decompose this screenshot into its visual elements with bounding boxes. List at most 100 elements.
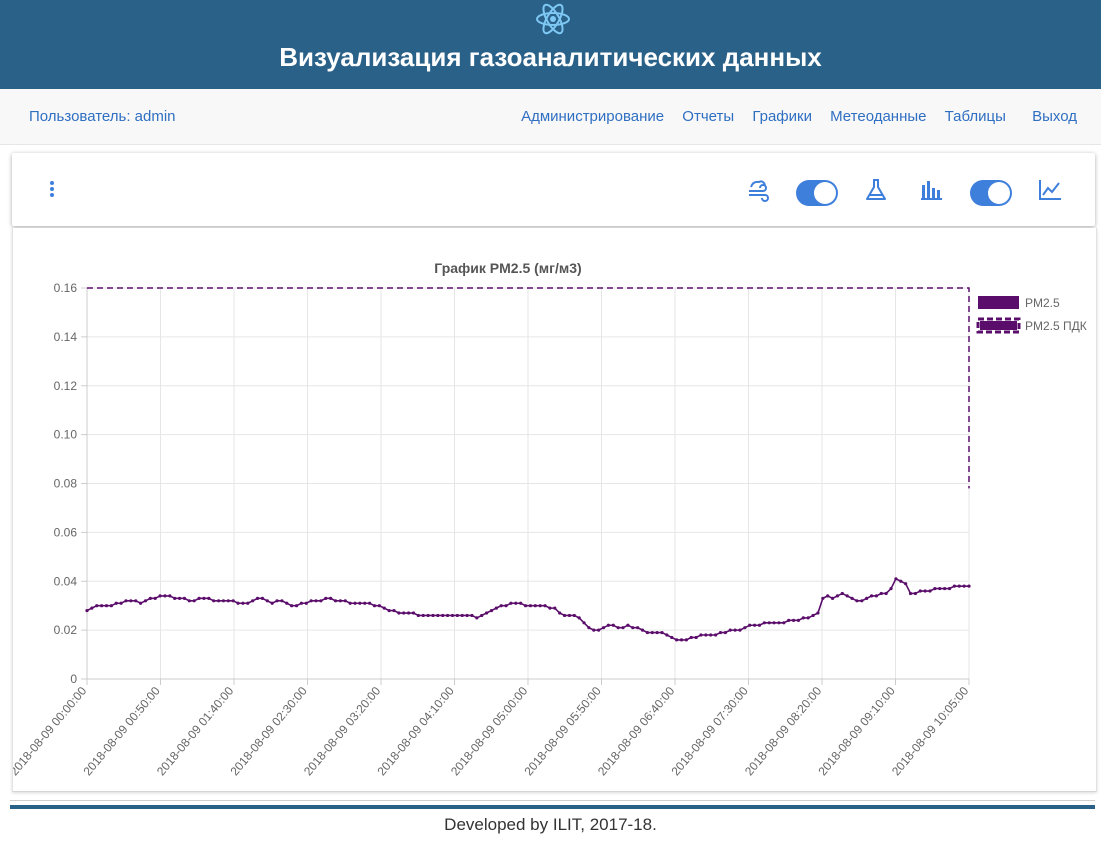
data-point	[348, 601, 352, 605]
data-point	[543, 604, 547, 608]
x-tick-label: 2018-08-09 08:20:00	[742, 684, 825, 779]
data-point	[918, 589, 922, 593]
data-point	[597, 628, 601, 632]
line-chart-icon[interactable]	[1037, 177, 1063, 203]
data-point	[168, 594, 172, 598]
footer-divider	[10, 800, 1095, 801]
data-point	[689, 635, 693, 640]
data-point	[791, 618, 796, 622]
data-point	[655, 630, 659, 635]
y-tick-label: 0.10	[54, 428, 78, 442]
nav-link-meteo[interactable]: Метеоданные	[830, 108, 927, 125]
data-point	[270, 601, 274, 605]
data-point	[280, 599, 284, 603]
data-point	[650, 630, 654, 635]
legend-swatch-pdk	[976, 317, 1021, 334]
legend-label-pm25: PM2.5	[1025, 296, 1060, 310]
data-point	[611, 623, 615, 627]
data-point	[845, 594, 849, 598]
user-label: Пользователь: admin	[29, 108, 176, 125]
data-point	[709, 633, 713, 637]
data-point	[762, 621, 766, 625]
data-point	[577, 616, 581, 620]
data-point	[426, 613, 430, 618]
data-point	[679, 638, 684, 642]
data-point	[699, 633, 703, 637]
x-tick-label: 2018-08-09 07:30:00	[668, 684, 751, 779]
data-point	[212, 599, 216, 603]
y-tick-label: 0.14	[54, 330, 78, 344]
data-point	[675, 638, 679, 642]
nav-link-logout[interactable]: Выход	[1032, 108, 1077, 125]
kebab-menu-icon[interactable]	[48, 180, 56, 200]
atom-icon	[536, 3, 570, 35]
data-point	[523, 604, 528, 608]
data-point	[874, 594, 879, 598]
data-point	[173, 596, 177, 600]
data-point	[499, 604, 503, 608]
data-point	[957, 584, 961, 588]
y-tick-label: 0.08	[54, 477, 78, 491]
legend-swatch-pm25	[978, 296, 1019, 309]
data-point	[548, 606, 552, 610]
weather-toggle[interactable]	[796, 180, 838, 206]
data-point	[216, 599, 221, 603]
data-point	[567, 613, 572, 618]
data-point	[265, 599, 269, 603]
data-point	[777, 621, 781, 625]
data-point	[446, 613, 450, 618]
y-tick-label: 0.04	[54, 574, 78, 588]
data-point	[752, 623, 757, 627]
data-point	[100, 604, 104, 608]
data-point	[835, 594, 840, 598]
data-point	[358, 601, 362, 605]
x-tick-label: 2018-08-09 05:00:00	[448, 684, 531, 779]
nav-link-admin[interactable]: Администрирование	[521, 108, 665, 125]
data-point	[221, 599, 226, 603]
data-point	[894, 577, 898, 581]
data-point	[104, 604, 109, 608]
data-point	[255, 596, 260, 600]
data-point	[153, 596, 157, 600]
chart-type-toggle[interactable]	[970, 180, 1012, 206]
data-point	[860, 599, 864, 603]
wind-icon[interactable]	[745, 177, 771, 203]
app-header: Визуализация газоаналитических данных	[0, 0, 1101, 89]
data-point	[353, 601, 357, 605]
data-point	[660, 630, 664, 635]
data-point	[562, 613, 567, 618]
data-point	[684, 638, 688, 642]
data-point	[260, 596, 265, 600]
data-point	[728, 628, 732, 632]
pm25-chart: График PM2.5 (мг/м3) 0 0.02 0.04 0.06 0.08 0.1…	[13, 260, 1087, 779]
data-point	[251, 599, 255, 603]
footer-text: Developed by ILIT, 2017-18.	[444, 815, 657, 834]
data-point	[504, 604, 508, 608]
nav-link-charts[interactable]: Графики	[752, 108, 812, 125]
nav-link-tables[interactable]: Таблицы	[944, 108, 1006, 125]
bar-chart-icon[interactable]	[919, 177, 945, 203]
x-tick-label: 2018-08-09 04:10:00	[374, 684, 457, 779]
data-point	[933, 586, 937, 591]
y-tick-label: 0	[70, 672, 77, 686]
data-point	[772, 621, 776, 625]
data-point	[757, 623, 762, 627]
data-point	[319, 599, 323, 603]
flask-icon[interactable]	[863, 177, 889, 203]
data-point	[372, 604, 377, 608]
data-point	[343, 599, 347, 603]
data-point	[275, 599, 279, 603]
data-point	[718, 630, 723, 635]
data-point	[787, 618, 791, 622]
data-point	[163, 594, 167, 598]
chart-title: График PM2.5 (мг/м3)	[434, 260, 581, 276]
data-point	[962, 584, 966, 588]
data-point	[767, 621, 771, 625]
data-point	[899, 579, 903, 583]
nav-link-reports[interactable]: Отчеты	[682, 108, 735, 125]
data-point	[572, 613, 576, 618]
data-point	[587, 626, 591, 630]
data-point	[582, 621, 586, 625]
data-point	[821, 596, 825, 600]
data-point	[411, 611, 416, 615]
